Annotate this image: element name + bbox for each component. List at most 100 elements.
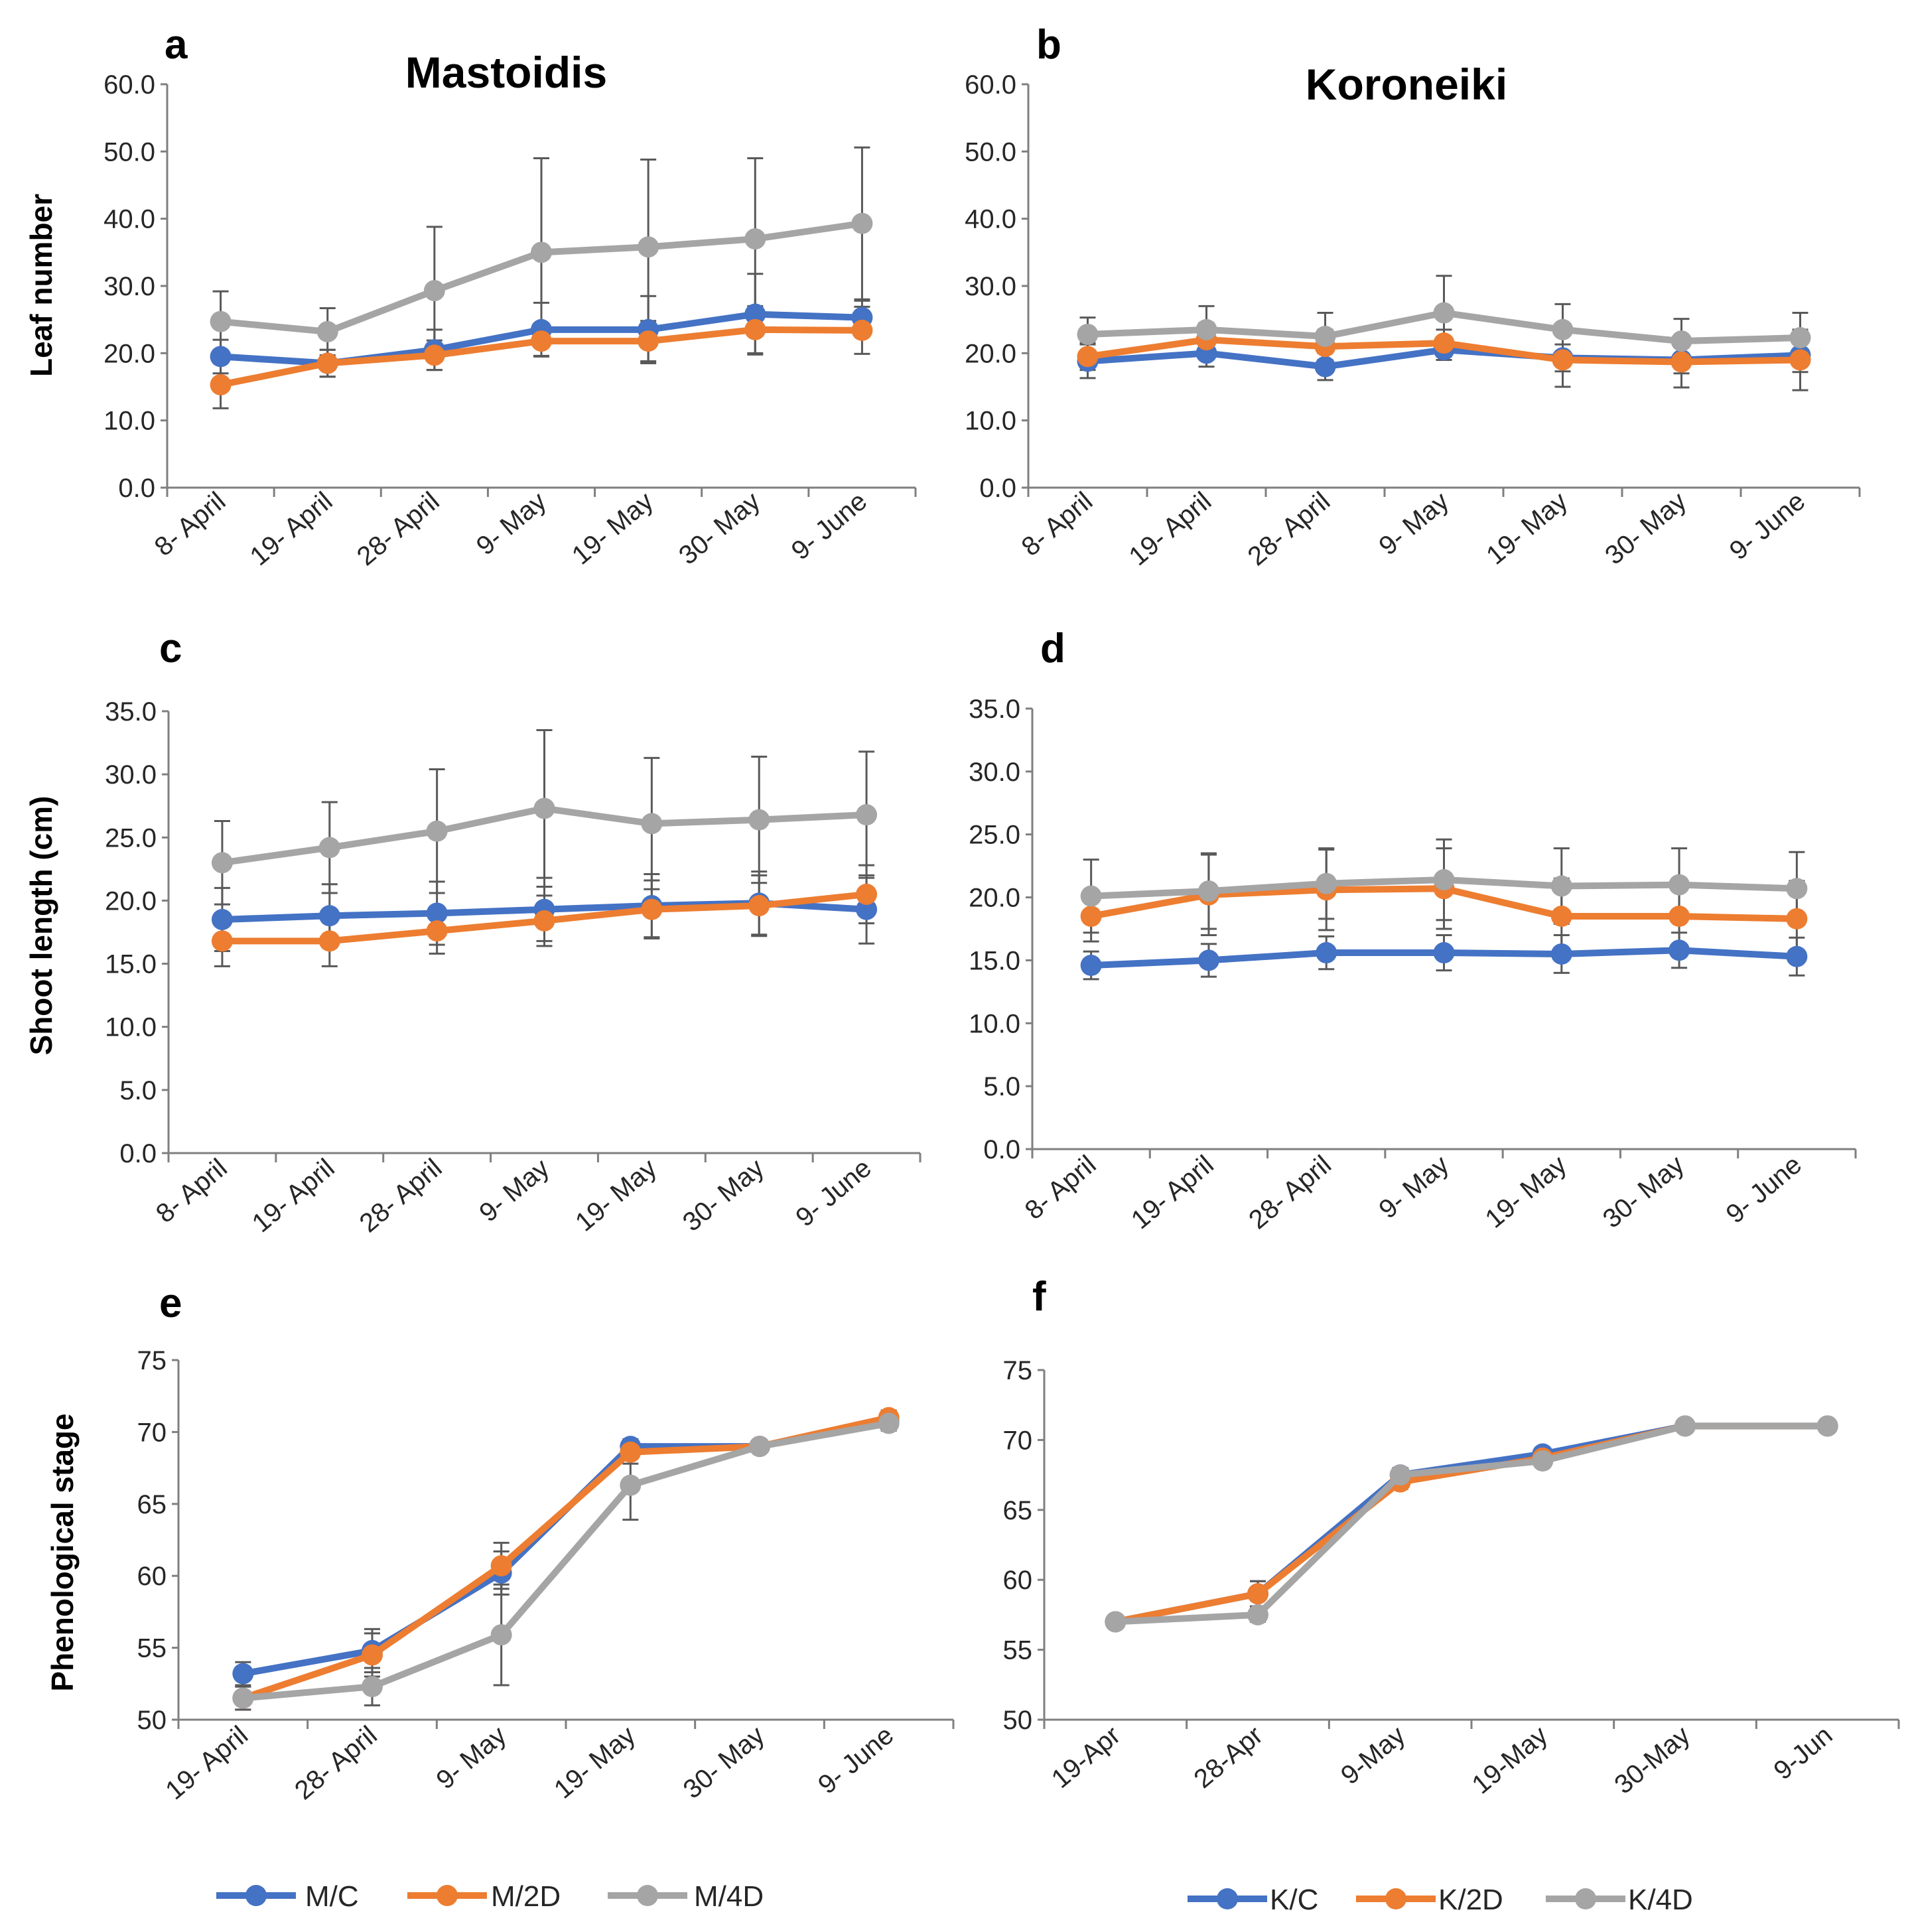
data-point bbox=[531, 242, 552, 263]
data-point bbox=[1786, 945, 1808, 967]
panel-letter-d: d bbox=[1040, 626, 1065, 671]
legend-swatch-marker bbox=[1385, 1888, 1406, 1909]
data-point bbox=[1816, 1415, 1838, 1437]
y-tick-label: 50.0 bbox=[103, 137, 155, 167]
data-point bbox=[1247, 1583, 1268, 1605]
legend-swatch-marker bbox=[1217, 1888, 1238, 1909]
legend-swatch-marker bbox=[437, 1885, 458, 1906]
data-point bbox=[210, 374, 232, 395]
data-point bbox=[426, 920, 448, 942]
legend-swatch-marker bbox=[1575, 1888, 1596, 1909]
legend-item: M/2D bbox=[407, 1880, 561, 1913]
data-point bbox=[856, 883, 878, 905]
data-point bbox=[211, 930, 233, 952]
data-point bbox=[856, 898, 878, 920]
y-tick-label: 35.0 bbox=[105, 697, 157, 726]
data-point bbox=[318, 930, 340, 952]
y-tick-label: 50 bbox=[137, 1706, 167, 1735]
legend-item: M/C bbox=[216, 1880, 359, 1913]
data-point bbox=[362, 1676, 383, 1698]
legend-label: M/C bbox=[305, 1880, 359, 1913]
panel-letter-b: b bbox=[1036, 22, 1061, 68]
data-point bbox=[211, 852, 233, 874]
data-point bbox=[490, 1555, 512, 1577]
data-point bbox=[1789, 349, 1811, 371]
data-point bbox=[1433, 942, 1455, 964]
data-point bbox=[748, 895, 770, 917]
data-point bbox=[1314, 326, 1336, 347]
data-point bbox=[318, 837, 340, 859]
data-point bbox=[878, 1413, 900, 1434]
y-tick-label: 20.0 bbox=[105, 886, 157, 916]
data-point bbox=[856, 804, 878, 826]
data-point bbox=[641, 898, 663, 920]
data-point bbox=[851, 212, 873, 234]
y-tick-label: 70 bbox=[137, 1418, 167, 1447]
data-point bbox=[318, 905, 340, 927]
data-point bbox=[426, 820, 448, 842]
data-point bbox=[1550, 875, 1572, 897]
y-tick-label: 25.0 bbox=[969, 821, 1020, 850]
data-point bbox=[744, 318, 766, 340]
y-tick-label: 0.0 bbox=[983, 1135, 1020, 1164]
legend-right: K/C K/2D K/4D bbox=[1188, 1884, 1693, 1916]
data-point bbox=[620, 1441, 642, 1463]
data-point bbox=[423, 280, 445, 302]
y-tick-label: 60 bbox=[137, 1562, 167, 1591]
y-tick-label: 10.0 bbox=[103, 407, 155, 436]
y-axis-label-c: Shoot length (cm) bbox=[24, 796, 58, 1056]
legend-label: K/4D bbox=[1628, 1884, 1693, 1916]
data-point bbox=[232, 1687, 254, 1709]
y-tick-label: 15.0 bbox=[969, 946, 1020, 975]
data-point bbox=[1077, 323, 1099, 345]
data-point bbox=[210, 346, 232, 368]
data-point bbox=[744, 228, 766, 250]
data-point bbox=[490, 1624, 512, 1646]
legend-item: M/4D bbox=[608, 1880, 764, 1913]
data-point bbox=[1552, 318, 1574, 340]
y-tick-label: 55 bbox=[1003, 1636, 1033, 1665]
data-point bbox=[620, 1474, 642, 1496]
y-tick-label: 10.0 bbox=[105, 1013, 157, 1042]
legend-swatch-marker bbox=[637, 1885, 658, 1906]
y-tick-label: 60.0 bbox=[103, 70, 155, 100]
y-tick-label: 25.0 bbox=[105, 823, 157, 853]
data-point bbox=[1080, 955, 1102, 977]
y-tick-label: 0.0 bbox=[119, 1139, 157, 1168]
data-point bbox=[1197, 949, 1219, 971]
data-point bbox=[638, 330, 659, 352]
data-point bbox=[1671, 351, 1692, 373]
data-point bbox=[316, 320, 338, 342]
data-point bbox=[1532, 1450, 1554, 1472]
data-point bbox=[1671, 330, 1692, 352]
y-tick-label: 30.0 bbox=[969, 758, 1020, 787]
data-point bbox=[1077, 346, 1099, 368]
data-point bbox=[1080, 885, 1102, 907]
data-point bbox=[1789, 327, 1811, 349]
y-tick-label: 40.0 bbox=[965, 205, 1016, 234]
legend-label: K/2D bbox=[1438, 1884, 1503, 1916]
data-point bbox=[1786, 908, 1808, 930]
y-tick-label: 50.0 bbox=[965, 137, 1016, 167]
panel-title-a: Mastoidis bbox=[405, 48, 607, 97]
data-point bbox=[1080, 906, 1102, 928]
y-tick-label: 0.0 bbox=[979, 474, 1016, 503]
y-tick-label: 10.0 bbox=[965, 407, 1016, 436]
y-tick-label: 50 bbox=[1003, 1706, 1033, 1735]
y-tick-label: 30.0 bbox=[105, 760, 157, 790]
y-tick-label: 30.0 bbox=[965, 272, 1016, 301]
panel-letter-f: f bbox=[1032, 1274, 1046, 1320]
data-point bbox=[1552, 349, 1574, 371]
panel-letter-c: c bbox=[159, 626, 182, 671]
y-tick-label: 60.0 bbox=[965, 70, 1016, 100]
data-point bbox=[533, 797, 555, 819]
y-tick-label: 70 bbox=[1003, 1426, 1033, 1455]
y-tick-label: 10.0 bbox=[969, 1009, 1020, 1038]
panel-letter-e: e bbox=[159, 1280, 182, 1326]
data-point bbox=[232, 1663, 254, 1685]
y-axis-label-a: Leaf number bbox=[24, 194, 58, 377]
data-point bbox=[1433, 869, 1455, 891]
data-point bbox=[1314, 356, 1336, 378]
data-point bbox=[533, 910, 555, 932]
